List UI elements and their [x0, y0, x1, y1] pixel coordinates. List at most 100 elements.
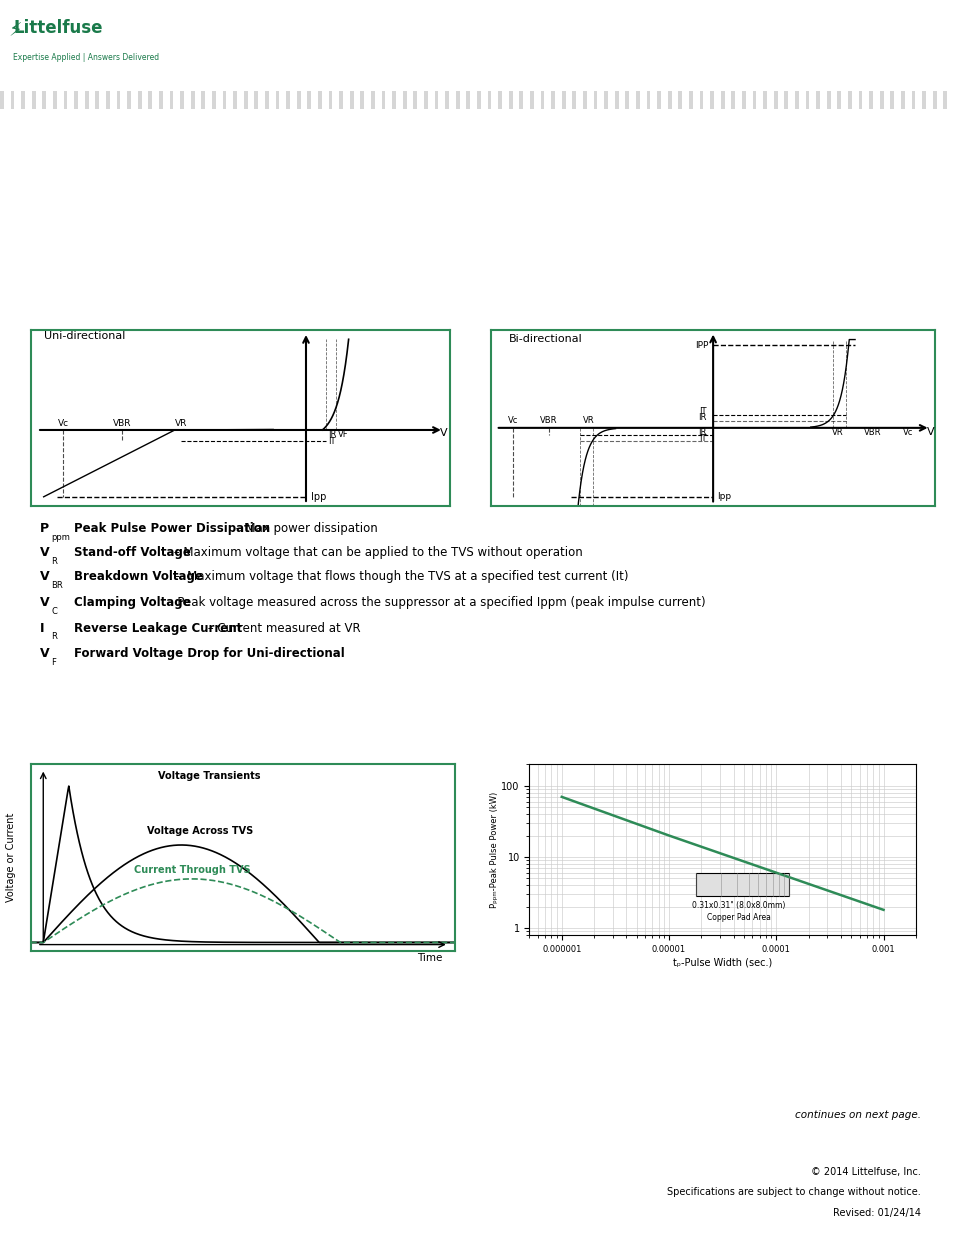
Text: IT: IT [327, 437, 335, 446]
Text: – Peak voltage measured across the suppressor at a specified Ippm (peak impulse : – Peak voltage measured across the suppr… [164, 597, 705, 609]
Text: ppm: ppm [51, 534, 70, 542]
Bar [85, 91, 89, 109]
Text: Forward Voltage Drop for Uni-directional: Forward Voltage Drop for Uni-directional [73, 647, 344, 661]
Bar [137, 91, 141, 109]
Bar [900, 91, 903, 109]
Text: © 2014 Littelfuse, Inc.: © 2014 Littelfuse, Inc. [810, 1167, 920, 1177]
Bar [636, 91, 639, 109]
Text: R: R [51, 632, 57, 641]
Bar [381, 91, 385, 109]
Bar [826, 91, 830, 109]
Text: Uni-directional: Uni-directional [44, 331, 125, 341]
Text: Vc: Vc [58, 419, 69, 427]
Bar [667, 91, 671, 109]
Bar [265, 91, 269, 109]
Text: V: V [39, 647, 49, 661]
Bar [350, 91, 354, 109]
Text: VR: VR [582, 416, 594, 425]
Bar [540, 91, 544, 109]
Bar [487, 91, 491, 109]
Text: C: C [51, 606, 57, 616]
Bar [244, 91, 248, 109]
Text: BR: BR [51, 582, 63, 590]
Text: continues on next page.: continues on next page. [794, 1109, 920, 1120]
Text: Voltage Transients: Voltage Transients [157, 772, 260, 782]
Bar [307, 91, 311, 109]
Bar [551, 91, 555, 109]
Bar [222, 91, 226, 109]
Bar [296, 91, 300, 109]
Bar [678, 91, 681, 109]
Bar [868, 91, 872, 109]
Text: Littelfuse: Littelfuse [13, 20, 103, 37]
Bar [95, 91, 99, 109]
Bar [741, 91, 745, 109]
Bar [371, 91, 375, 109]
Text: IPP: IPP [695, 341, 708, 350]
Text: P: P [39, 522, 49, 535]
Bar [170, 91, 173, 109]
Text: R: R [51, 557, 57, 566]
Bar [911, 91, 915, 109]
Text: VBR: VBR [539, 416, 558, 425]
Bar [317, 91, 321, 109]
Text: Reverse Leakage Current: Reverse Leakage Current [73, 621, 241, 635]
Text: V: V [925, 427, 933, 437]
Text: Revised: 01/24/14: Revised: 01/24/14 [832, 1208, 920, 1218]
Bar [922, 91, 925, 109]
Bar [456, 91, 459, 109]
Text: I-V Curve Characteristics: I-V Curve Characteristics [34, 304, 219, 316]
Bar [508, 91, 512, 109]
Bar [159, 91, 163, 109]
Bar [879, 91, 882, 109]
Bar [339, 91, 343, 109]
Bar [932, 91, 936, 109]
Bar [466, 91, 470, 109]
Text: IR: IR [698, 429, 706, 437]
Text: VF: VF [337, 430, 348, 440]
Bar [435, 91, 438, 109]
Text: Ipp: Ipp [311, 492, 326, 501]
Bar [423, 91, 427, 109]
Text: VBR: VBR [113, 419, 132, 427]
Bar [561, 91, 565, 109]
Text: – Maximum voltage that can be applied to the TVS without operation: – Maximum voltage that can be applied to… [170, 546, 581, 559]
Bar [180, 91, 184, 109]
Bar [582, 91, 586, 109]
Bar [657, 91, 660, 109]
Text: V: V [39, 546, 49, 559]
Bar [752, 91, 756, 109]
Bar [709, 91, 713, 109]
Text: Expertise Applied | Answers Delivered: Expertise Applied | Answers Delivered [13, 53, 159, 62]
Text: F: F [51, 658, 56, 667]
Bar [773, 91, 777, 109]
Bar [858, 91, 862, 109]
Bar [889, 91, 893, 109]
Bar [614, 91, 618, 109]
Bar [497, 91, 501, 109]
Bar [10, 91, 14, 109]
Text: – Current measured at VR: – Current measured at VR [203, 621, 360, 635]
Text: Specifications are subject to change without notice.: Specifications are subject to change wit… [666, 1188, 920, 1198]
Bar [603, 91, 607, 109]
Bar [572, 91, 576, 109]
Text: Clamping Voltage: Clamping Voltage [73, 597, 190, 609]
Text: –  Maximum voltage that flows though the TVS at a specified test current (It): – Maximum voltage that flows though the … [170, 571, 627, 583]
Bar [688, 91, 692, 109]
Bar [360, 91, 364, 109]
Bar [720, 91, 724, 109]
Bar [762, 91, 766, 109]
Text: Stand-off Voltage: Stand-off Voltage [73, 546, 191, 559]
Text: Time: Time [416, 953, 442, 963]
Text: 0.31x0.31" (8.0x8.0mm)
Copper Pad Area: 0.31x0.31" (8.0x8.0mm) Copper Pad Area [692, 902, 785, 921]
Bar [0, 91, 4, 109]
Bar [593, 91, 597, 109]
Bar [8, 7, 193, 82]
Text: Voltage or Current: Voltage or Current [7, 813, 16, 903]
Bar [233, 91, 236, 109]
Text: Ratings and Characteristic Curves: Ratings and Characteristic Curves [34, 692, 294, 704]
Bar [445, 91, 449, 109]
Text: Vc: Vc [508, 416, 518, 425]
Text: V: V [39, 597, 49, 609]
Text: (Tₐ=25°C unless otherwise noted): (Tₐ=25°C unless otherwise noted) [355, 693, 520, 703]
